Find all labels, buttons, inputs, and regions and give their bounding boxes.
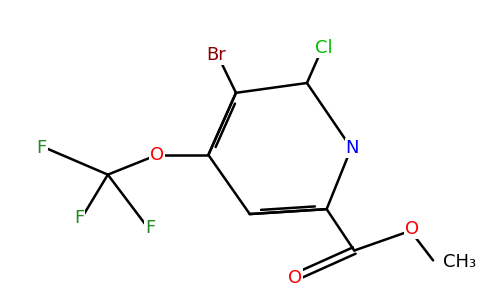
Text: O: O xyxy=(288,269,302,287)
Text: N: N xyxy=(346,139,359,157)
Text: Cl: Cl xyxy=(315,40,333,58)
Text: O: O xyxy=(405,220,420,238)
Text: CH₃: CH₃ xyxy=(443,254,476,272)
Text: F: F xyxy=(37,139,47,157)
Text: F: F xyxy=(74,209,84,227)
Text: Br: Br xyxy=(206,46,226,64)
Text: F: F xyxy=(145,219,155,237)
Text: O: O xyxy=(150,146,164,164)
